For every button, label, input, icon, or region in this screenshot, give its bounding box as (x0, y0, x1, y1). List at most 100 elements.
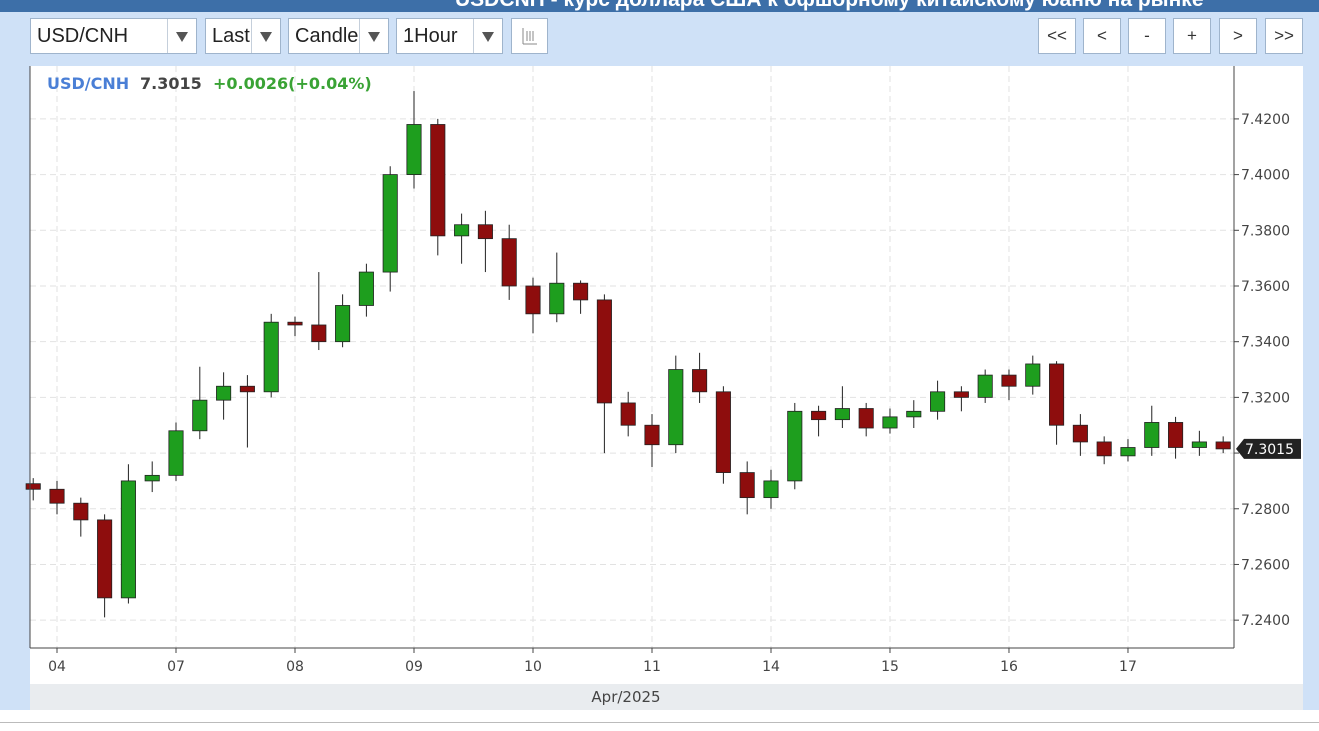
y-tick-label: 7.4000 (1241, 168, 1290, 184)
candle-body (454, 224, 470, 237)
candle-body (525, 285, 541, 315)
y-tick-label: 7.2800 (1241, 502, 1290, 518)
nav-button[interactable]: + (1173, 18, 1211, 54)
candle-body (977, 374, 993, 398)
header-bar: USDCNH - курс доллара США к офшорному ки… (0, 0, 1319, 12)
x-tick-label: 14 (762, 659, 780, 675)
x-tick-label: 10 (524, 659, 542, 675)
candle-body (216, 385, 232, 401)
y-tick-label: 7.4200 (1241, 112, 1290, 128)
last-price-tag (1236, 438, 1301, 459)
candle-body (1191, 441, 1207, 448)
candle-body (1096, 441, 1112, 457)
candle-body (192, 399, 208, 432)
candle-body (1168, 422, 1184, 448)
dropdown-arrow (167, 19, 196, 53)
y-tick-label: 7.2400 (1241, 613, 1290, 629)
candle-body (1120, 447, 1136, 457)
candle-body (358, 271, 374, 306)
candle-body (644, 424, 660, 446)
candle-body (692, 369, 708, 393)
candle-body (549, 282, 565, 315)
interval-text: 1Hour (403, 25, 458, 47)
candle-body (168, 430, 184, 476)
candle-body (596, 299, 612, 404)
x-tick-label: 09 (405, 659, 423, 675)
candle-body (834, 408, 850, 421)
nav-button[interactable]: < (1083, 18, 1121, 54)
interval-select[interactable]: 1Hour (396, 18, 503, 54)
candle-body (906, 410, 922, 418)
candle-body (1049, 363, 1065, 426)
nav-button[interactable]: << (1038, 18, 1076, 54)
chart-type-text: Candle (295, 25, 359, 47)
symbol-select[interactable]: USD/CNH (30, 18, 197, 54)
price-select[interactable]: Last (205, 18, 281, 54)
candle-body (715, 391, 731, 473)
x-tick-label: 07 (167, 659, 185, 675)
candle-body (1215, 441, 1231, 450)
candle-body (430, 124, 446, 237)
candle-body (1025, 363, 1041, 387)
separator (0, 722, 1319, 723)
x-tick-label: 04 (48, 659, 66, 675)
candle-body (573, 282, 589, 301)
candle-body (287, 321, 303, 326)
candle-body (668, 369, 684, 446)
last-price-label: 7.3015 (1245, 442, 1294, 458)
candle-body (263, 321, 279, 393)
y-tick-label: 7.3200 (1241, 390, 1290, 406)
candle-body (953, 391, 969, 398)
y-tick-label: 7.3800 (1241, 223, 1290, 239)
x-axis-band (30, 684, 1303, 710)
dropdown-arrow (359, 19, 388, 53)
candle-body (144, 474, 160, 482)
candle-body (739, 472, 755, 499)
candle-body (477, 224, 493, 240)
candle-body (620, 402, 636, 426)
candle-body (811, 410, 827, 421)
candle-body (787, 410, 803, 482)
y-tick-label: 7.3400 (1241, 335, 1290, 351)
y-tick-label: 7.2600 (1241, 557, 1290, 573)
candle-body (406, 124, 422, 176)
legend-price: 7.3015 (140, 74, 202, 93)
candle-body (501, 238, 517, 287)
nav-button[interactable]: - (1128, 18, 1166, 54)
nav-button[interactable]: >> (1265, 18, 1303, 54)
x-tick-label: 16 (1000, 659, 1018, 675)
y-tick-label: 7.3600 (1241, 279, 1290, 295)
legend-change: +0.0026(+0.04%) (213, 74, 372, 93)
candle-body (763, 480, 779, 499)
candle-body (858, 408, 874, 429)
candle-body (1001, 374, 1017, 387)
candle-body (25, 483, 41, 490)
candle-body (930, 391, 946, 412)
page-title: USDCNH - курс доллара США к офшорному ки… (455, 0, 1204, 12)
chart-type-select[interactable]: Candle (288, 18, 389, 54)
symbol-text: USD/CNH (37, 25, 129, 47)
x-tick-label: 15 (881, 659, 899, 675)
dropdown-arrow (251, 19, 280, 53)
candle-body (1072, 424, 1088, 443)
candle-body (73, 502, 89, 521)
nav-button[interactable]: > (1219, 18, 1257, 54)
x-tick-label: 08 (286, 659, 304, 675)
price-text: Last (212, 25, 250, 47)
x-axis-title: Apr/2025 (591, 688, 660, 706)
candle-body (49, 488, 65, 504)
candle-body (97, 519, 113, 599)
chart-background (30, 66, 1303, 684)
candle-body (882, 416, 898, 429)
candle-body (120, 480, 136, 599)
indicator-icon (522, 28, 537, 45)
candle-body (239, 385, 255, 393)
indicator-button[interactable] (511, 18, 548, 54)
legend-symbol: USD/CNH (47, 74, 129, 93)
dropdown-arrow (473, 19, 502, 53)
x-tick-label: 11 (643, 659, 661, 675)
candle-body (335, 305, 351, 343)
candle-body (1144, 422, 1160, 448)
